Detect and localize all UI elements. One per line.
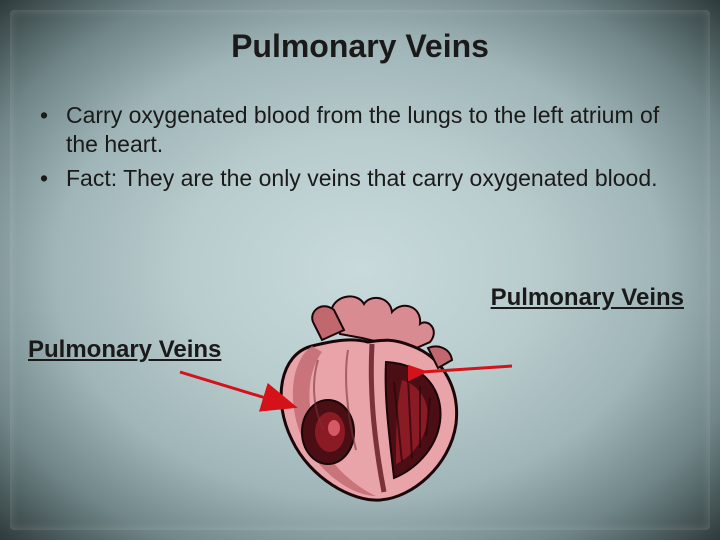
label-pulmonary-veins-right: Pulmonary Veins xyxy=(491,284,684,312)
arrow-left-to-heart xyxy=(172,360,312,420)
arrow-right-to-heart xyxy=(408,352,518,392)
slide-container: Pulmonary Veins Carry oxygenated blood f… xyxy=(0,0,720,540)
